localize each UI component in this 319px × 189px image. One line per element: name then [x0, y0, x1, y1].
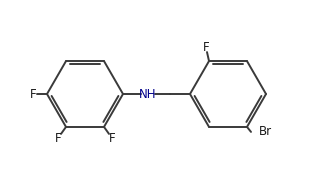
Text: Br: Br: [258, 125, 271, 138]
Text: F: F: [30, 88, 36, 101]
Text: NH: NH: [139, 88, 157, 101]
Text: F: F: [109, 132, 115, 145]
Text: F: F: [203, 41, 209, 54]
Text: F: F: [55, 132, 61, 145]
